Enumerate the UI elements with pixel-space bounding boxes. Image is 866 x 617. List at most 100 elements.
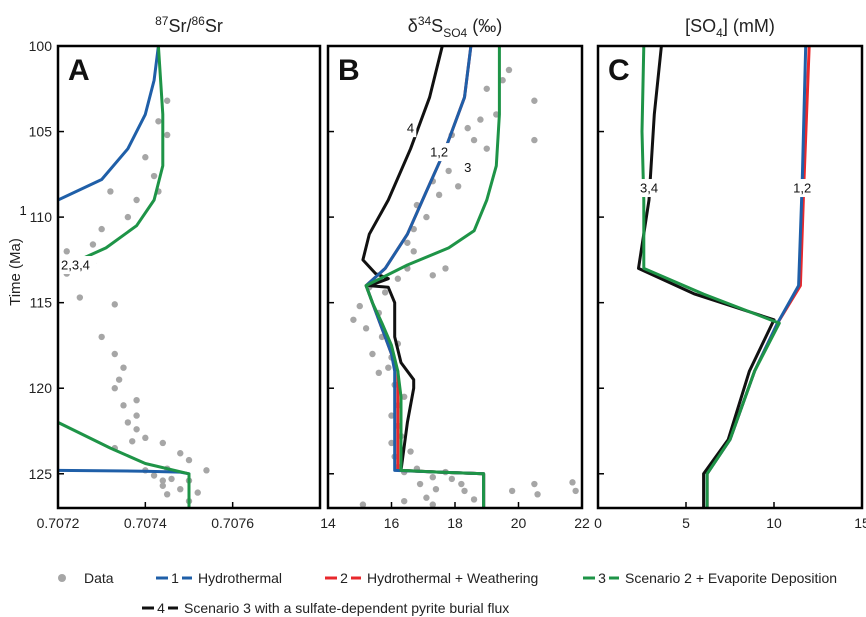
- data-point: [410, 248, 417, 255]
- data-point: [185, 456, 193, 464]
- data-point: [362, 325, 370, 332]
- data-point: [50, 325, 56, 331]
- panel-letter: C: [608, 54, 630, 87]
- data-point: [163, 491, 171, 498]
- data-point: [129, 438, 136, 445]
- data-point: [385, 364, 392, 371]
- data-point: [124, 213, 132, 221]
- series-line-s2: [705, 46, 811, 508]
- data-point: [483, 85, 490, 92]
- data-point: [477, 116, 484, 123]
- data-point: [89, 241, 97, 248]
- data-point: [111, 350, 118, 358]
- data-point: [133, 397, 140, 404]
- series-line-s3: [640, 46, 781, 508]
- series-line-s4: [637, 46, 776, 508]
- curve-label: 4: [407, 121, 414, 136]
- curve-label: 3,4: [640, 181, 658, 196]
- data-point: [124, 419, 132, 426]
- data-point: [194, 489, 201, 496]
- data-point: [401, 497, 408, 505]
- data-point: [531, 136, 538, 144]
- data-point: [133, 412, 140, 419]
- legend: Data 1 Hydrothermal 2 Hydrothermal + Weather…: [58, 570, 837, 616]
- y-tick-label: 125: [29, 466, 53, 482]
- data-point: [483, 145, 490, 152]
- data-point: [442, 265, 449, 272]
- y-tick-label: 105: [29, 124, 53, 140]
- data-point: [572, 487, 579, 495]
- x-tick-label: 0: [594, 515, 602, 531]
- legend-item: 2 Hydrothermal + Weathering: [325, 570, 538, 586]
- data-point: [423, 213, 430, 221]
- data-point: [163, 131, 171, 139]
- data-point: [150, 472, 158, 479]
- data-point: [356, 302, 363, 310]
- series-line-s3: [58, 46, 191, 508]
- data-point: [142, 434, 149, 442]
- data-point: [155, 118, 162, 125]
- data-point: [159, 477, 166, 484]
- series-line-s1: [58, 468, 191, 508]
- series-line-s3: [364, 46, 501, 508]
- data-point: [404, 239, 411, 246]
- legend-item: 1 Hydrothermal: [156, 570, 282, 586]
- data-point: [429, 474, 436, 481]
- x-tick-label: 22: [574, 515, 590, 531]
- y-tick-label: 120: [29, 380, 53, 396]
- x-tick-label: 0.7072: [37, 515, 80, 531]
- data-point: [120, 402, 127, 409]
- x-tick-label: 15: [854, 515, 866, 531]
- data-point: [133, 196, 140, 204]
- legend-label: Scenario 2 + Evaporite Deposition: [625, 570, 837, 586]
- data-point: [454, 183, 462, 190]
- data-point: [133, 426, 140, 433]
- curve-label-bg: [635, 179, 663, 198]
- data-point: [534, 491, 541, 498]
- data-point: [388, 439, 395, 447]
- data-point: [76, 294, 84, 301]
- legend-label: Hydrothermal: [198, 570, 282, 586]
- data-point: [508, 487, 516, 495]
- data-point: [107, 188, 114, 195]
- data-point: [111, 385, 118, 392]
- data-point: [115, 376, 123, 383]
- curve-label: 1,2: [430, 145, 448, 160]
- panel-title: δ34​SSO4​ (‰): [408, 14, 502, 40]
- legend-number: 3: [598, 570, 606, 586]
- data-point: [388, 412, 395, 419]
- panel-title: [SO4​] (mM): [685, 16, 775, 40]
- data-point: [29, 286, 35, 292]
- legend-item: 3 Scenario 2 + Evaporite Deposition: [583, 570, 837, 586]
- data-point: [120, 364, 127, 371]
- data-point: [423, 494, 430, 501]
- curve-label-bg: [788, 179, 816, 198]
- panel-b: δ34​SSO4​ (‰) 4 1,2 3 14 16 18 20 22 B: [320, 14, 590, 531]
- curve-label: 3: [464, 160, 471, 175]
- data-point: [531, 97, 538, 104]
- x-tick-label: 16: [384, 515, 400, 531]
- data-point: [359, 501, 367, 508]
- data-point: [168, 475, 175, 483]
- data-point: [350, 316, 357, 323]
- data-point: [435, 191, 443, 199]
- data-point: [394, 275, 402, 282]
- legend-label: Data: [84, 570, 114, 586]
- data-point: [461, 487, 468, 495]
- x-tick-label: 10: [766, 515, 782, 531]
- data-point: [531, 480, 538, 488]
- data-point: [150, 172, 158, 180]
- data-point: [569, 479, 576, 486]
- curve-label-bg: [54, 256, 97, 275]
- data-point: [464, 124, 471, 132]
- panel-title: 87​Sr/86​Sr: [155, 14, 223, 36]
- curve-label: 1,2: [793, 181, 811, 196]
- x-tick-label: 14: [320, 515, 336, 531]
- data-point: [381, 289, 389, 296]
- panel-c: [SO4​] (mM) 3,4 1,2 0 5 10 15 C: [594, 16, 866, 531]
- x-tick-label: 5: [682, 515, 690, 531]
- series-line-s1: [58, 46, 160, 202]
- plot-frame: [56, 44, 322, 510]
- data-point: [505, 66, 513, 74]
- curve-label: 2,3,4: [61, 258, 90, 273]
